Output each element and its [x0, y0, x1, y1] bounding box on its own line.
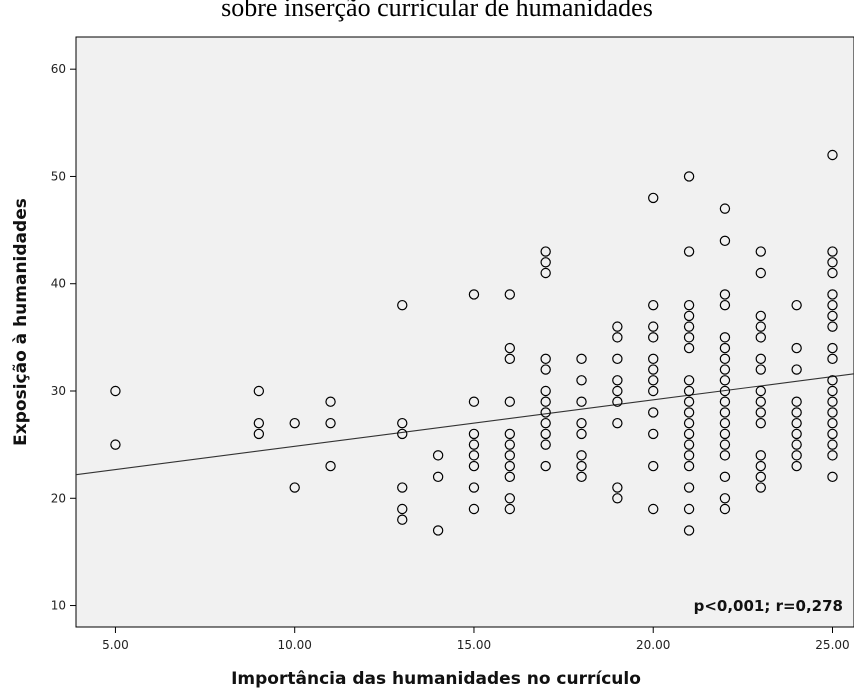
- y-tick-label: 40: [51, 277, 66, 291]
- y-tick-label: 10: [51, 599, 66, 613]
- y-axis-label: Exposição à humanidades: [11, 198, 31, 446]
- y-axis: 10 20 30 40 50 60: [51, 62, 76, 612]
- x-axis-label: Importância das humanidades no currículo: [231, 669, 641, 689]
- y-tick-label: 20: [51, 491, 66, 505]
- x-tick-label: 20.00: [636, 638, 670, 652]
- chart-title: sobre inserção curricular de humanidades: [221, 0, 653, 22]
- x-tick-label: 25.00: [815, 638, 849, 652]
- statistics-annotation: p<0,001; r=0,278: [694, 597, 843, 615]
- x-tick-label: 5.00: [102, 638, 129, 652]
- y-tick-label: 50: [51, 169, 66, 183]
- plot-area: [76, 37, 854, 627]
- x-axis: 5.00 10.00 15.00 20.00 25.00: [102, 627, 850, 652]
- y-tick-label: 30: [51, 384, 66, 398]
- x-tick-label: 10.00: [278, 638, 312, 652]
- x-tick-label: 15.00: [457, 638, 491, 652]
- y-tick-label: 60: [51, 62, 66, 76]
